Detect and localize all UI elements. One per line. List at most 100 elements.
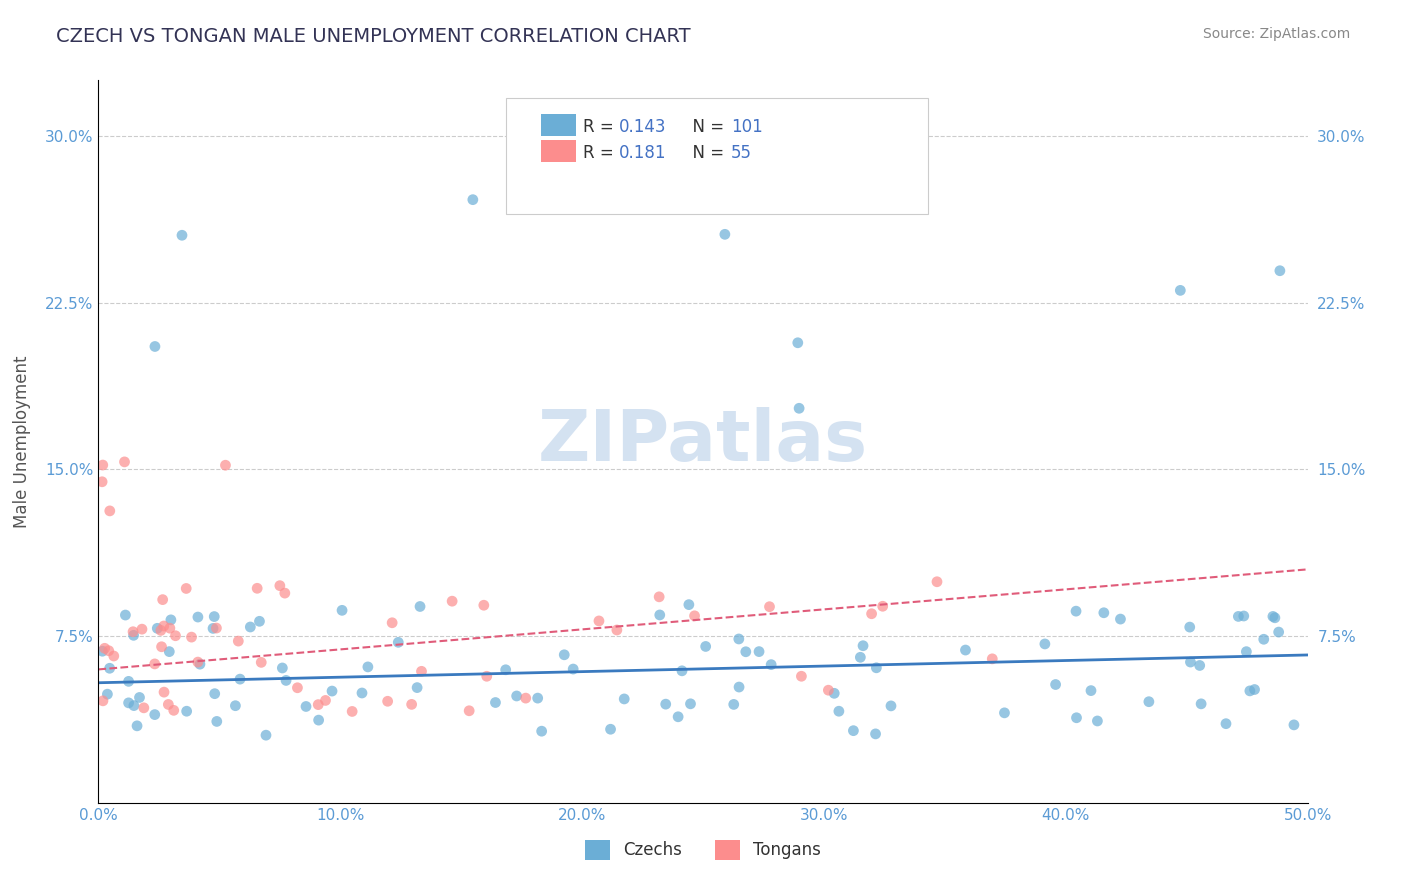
Point — [728, 680, 751, 694]
Point — [224, 698, 246, 713]
Point — [163, 703, 186, 717]
Point — [159, 621, 181, 635]
Point — [250, 656, 273, 670]
Point — [458, 704, 481, 718]
Point — [1033, 637, 1056, 651]
Point — [1045, 677, 1067, 691]
Point — [1234, 645, 1257, 659]
Legend: Czechs, Tongans: Czechs, Tongans — [578, 833, 828, 867]
Point — [1261, 609, 1284, 624]
Point — [828, 704, 851, 718]
Point — [599, 723, 621, 737]
Point — [350, 686, 373, 700]
Point — [852, 639, 875, 653]
Point — [150, 640, 173, 654]
Point — [526, 691, 548, 706]
Point — [530, 724, 553, 739]
Text: 0.181: 0.181 — [619, 144, 666, 161]
Point — [229, 672, 252, 686]
Point — [411, 665, 433, 679]
Point — [152, 619, 174, 633]
Point — [748, 644, 770, 658]
Point — [1109, 612, 1132, 626]
Point — [98, 661, 121, 675]
Point — [122, 628, 145, 642]
Point — [678, 598, 700, 612]
Point — [790, 669, 813, 683]
Point — [865, 727, 887, 741]
Point — [321, 684, 343, 698]
Point — [1168, 284, 1191, 298]
Point — [505, 689, 527, 703]
Point — [274, 673, 297, 688]
Point — [146, 621, 169, 635]
Point — [357, 660, 380, 674]
Point — [1064, 604, 1087, 618]
Point — [679, 697, 702, 711]
Point — [849, 650, 872, 665]
Point — [683, 608, 706, 623]
Point — [648, 607, 671, 622]
Point — [271, 661, 294, 675]
Text: Source: ZipAtlas.com: Source: ZipAtlas.com — [1202, 27, 1350, 41]
Point — [714, 227, 737, 242]
Point — [96, 687, 118, 701]
Point — [1264, 611, 1286, 625]
Point — [475, 669, 498, 683]
Point — [553, 648, 575, 662]
Point — [188, 657, 211, 672]
Point — [1066, 711, 1088, 725]
Point — [461, 193, 484, 207]
Point — [180, 630, 202, 644]
Point — [149, 624, 172, 638]
Point — [239, 620, 262, 634]
Point — [287, 681, 309, 695]
Point — [143, 657, 166, 671]
Point — [93, 641, 115, 656]
Point — [613, 692, 636, 706]
Point — [1227, 609, 1250, 624]
Point — [114, 455, 136, 469]
Point — [387, 635, 409, 649]
Point — [865, 661, 887, 675]
Text: ZIPatlas: ZIPatlas — [538, 407, 868, 476]
Point — [91, 475, 114, 489]
Point — [249, 615, 271, 629]
Point — [817, 683, 839, 698]
Text: 55: 55 — [731, 144, 752, 161]
Point — [143, 707, 166, 722]
Point — [377, 694, 399, 708]
Point — [128, 690, 150, 705]
Point — [727, 632, 749, 646]
Point — [606, 623, 628, 637]
Point — [786, 335, 808, 350]
Point — [1092, 606, 1115, 620]
Point — [484, 696, 506, 710]
Point — [132, 701, 155, 715]
Point — [787, 401, 810, 416]
Point — [91, 458, 114, 472]
Point — [202, 609, 225, 624]
Point — [214, 458, 236, 473]
Point — [246, 582, 269, 596]
Point — [157, 698, 180, 712]
Point — [308, 713, 330, 727]
Text: N =: N = — [682, 118, 730, 136]
Point — [254, 728, 277, 742]
Point — [515, 691, 537, 706]
Point — [981, 652, 1004, 666]
Point — [1137, 695, 1160, 709]
Point — [955, 643, 977, 657]
Point — [1233, 609, 1256, 624]
Point — [441, 594, 464, 608]
Point — [205, 621, 228, 635]
Point — [117, 696, 139, 710]
Point — [131, 622, 153, 636]
Point — [1080, 683, 1102, 698]
Point — [880, 698, 903, 713]
Point — [860, 607, 883, 621]
Point — [226, 634, 249, 648]
Point — [170, 228, 193, 243]
Point — [295, 699, 318, 714]
Point — [117, 674, 139, 689]
